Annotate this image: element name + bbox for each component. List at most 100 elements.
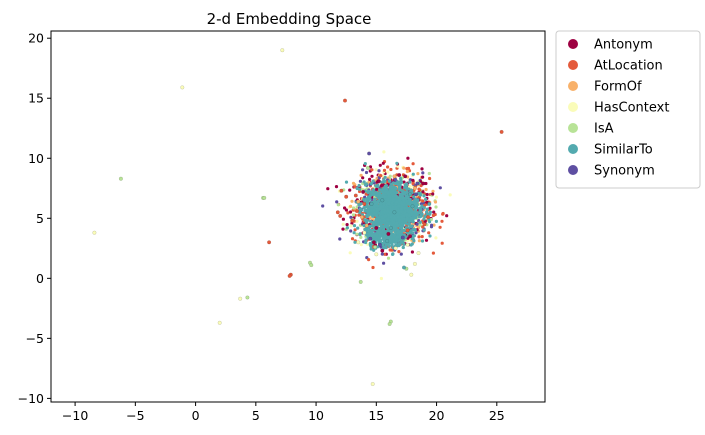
cluster-point: [416, 198, 420, 202]
cluster-point: [374, 184, 378, 188]
cluster-point: [383, 237, 387, 241]
cluster-point: [391, 197, 395, 201]
data-point: [386, 231, 391, 236]
cluster-point: [396, 228, 400, 232]
cluster-point: [359, 173, 363, 177]
data-point: [344, 194, 349, 199]
data-point: [118, 176, 123, 181]
cluster-point: [448, 193, 452, 197]
cluster-point: [415, 203, 419, 208]
cluster-point: [425, 200, 429, 204]
cluster-point: [370, 168, 374, 172]
legend-marker: [568, 123, 578, 133]
legend-marker: [568, 81, 578, 91]
cluster-point: [428, 176, 432, 181]
cluster-point: [368, 177, 372, 181]
data-point: [238, 296, 243, 301]
cluster-point: [407, 187, 411, 191]
cluster-point: [374, 220, 378, 224]
cluster-point: [402, 217, 406, 221]
cluster-point: [386, 198, 390, 202]
data-point: [422, 222, 427, 227]
cluster-point: [365, 229, 369, 233]
legend-label: HasContext: [594, 101, 669, 116]
data-point: [280, 48, 285, 53]
cluster-point: [376, 238, 380, 242]
x-tick-label: −10: [62, 408, 88, 423]
cluster-point: [379, 233, 383, 237]
cluster-point: [399, 226, 404, 230]
cluster-point: [377, 207, 382, 211]
cluster-point: [419, 184, 423, 188]
cluster-point: [358, 189, 362, 194]
cluster-point: [409, 243, 413, 247]
cluster-point: [349, 229, 353, 233]
data-point: [180, 85, 185, 90]
cluster-point: [385, 224, 390, 228]
cluster-point: [375, 207, 379, 211]
data-point: [414, 192, 419, 197]
cluster-point: [368, 216, 372, 220]
cluster-point: [371, 188, 376, 192]
cluster-point: [361, 168, 365, 172]
data-point: [426, 215, 431, 220]
cluster-point: [428, 206, 432, 210]
cluster-point: [421, 199, 425, 203]
cluster-point: [358, 179, 362, 183]
cluster-point: [402, 242, 406, 246]
cluster-point: [409, 188, 413, 192]
cluster-point: [433, 200, 438, 204]
cluster-point: [409, 225, 413, 229]
data-point: [374, 252, 379, 257]
cluster-point: [321, 204, 325, 208]
x-tick-label: 10: [308, 408, 324, 423]
cluster-point: [408, 178, 413, 182]
cluster-point: [393, 225, 397, 229]
cluster-point: [375, 200, 380, 204]
cluster-point: [352, 206, 356, 210]
x-tick-label: 20: [429, 408, 445, 423]
cluster-point: [416, 172, 420, 176]
data-point: [370, 382, 375, 387]
cluster-point: [420, 167, 424, 171]
cluster-point: [418, 223, 422, 227]
cluster-point: [396, 224, 400, 228]
cluster-point: [384, 186, 388, 190]
cluster-point: [334, 185, 339, 189]
cluster-point: [344, 180, 349, 184]
cluster-point: [417, 235, 421, 239]
cluster-point: [376, 204, 380, 208]
legend-marker: [568, 102, 578, 112]
cluster-point: [374, 168, 378, 172]
cluster-point: [372, 211, 376, 215]
cluster-point: [355, 219, 359, 223]
cluster-point: [400, 222, 404, 226]
cluster-point: [361, 176, 365, 180]
cluster-point: [370, 230, 374, 234]
data-point: [350, 218, 355, 223]
cluster-point: [394, 205, 398, 209]
cluster-point: [375, 214, 379, 218]
legend-label: FormOf: [594, 80, 642, 95]
cluster-point: [358, 232, 362, 237]
data-point: [410, 204, 415, 209]
data-point: [408, 192, 413, 197]
cluster-point: [421, 190, 425, 194]
cluster-point: [382, 261, 386, 265]
cluster-point: [390, 201, 394, 205]
cluster-point: [395, 235, 400, 239]
cluster-point: [383, 179, 387, 183]
cluster-point: [362, 224, 366, 228]
data-point: [361, 189, 366, 194]
legend-box: [555, 30, 701, 189]
cluster-point: [417, 239, 421, 243]
data-point: [217, 320, 222, 325]
cluster-point: [391, 189, 395, 193]
data-point: [338, 213, 343, 218]
cluster-point: [348, 188, 352, 192]
cluster-point: [363, 227, 367, 232]
cluster-point: [413, 227, 417, 232]
cluster-point: [364, 240, 368, 245]
cluster-point: [350, 237, 355, 241]
cluster-point: [419, 208, 423, 212]
